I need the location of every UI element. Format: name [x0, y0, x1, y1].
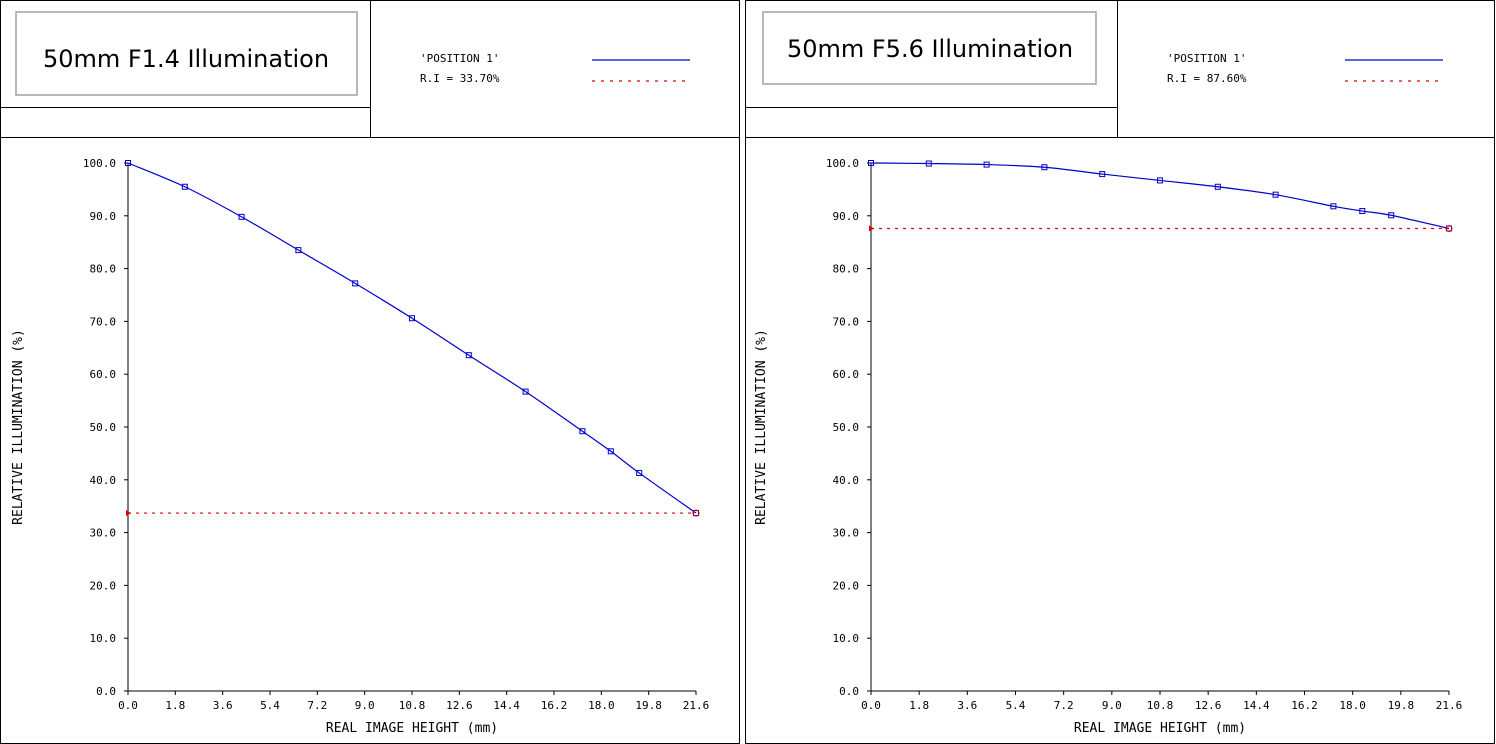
reference-end-marker [692, 509, 700, 517]
data-point [409, 315, 415, 322]
data-point [607, 448, 614, 455]
x-axis-label: REAL IMAGE HEIGHT (mm) [1074, 721, 1246, 736]
data-point [925, 160, 932, 167]
x-tick-label: 7.2 [1054, 699, 1074, 712]
y-tick-label: 20.0 [90, 579, 117, 592]
data-point [1272, 191, 1279, 198]
chart-panel-f1-4: 50mm F1.4 Illumination 'POSITION 1' R.I … [0, 0, 740, 744]
x-tick-label: 1.8 [909, 699, 929, 712]
y-tick-label: 60.0 [833, 368, 860, 381]
x-tick-label: 10.8 [1147, 699, 1174, 712]
x-tick-label: 9.0 [355, 699, 375, 712]
x-tick-label: 7.2 [307, 699, 327, 712]
y-tick-label: 60.0 [90, 368, 117, 381]
y-tick-label: 20.0 [833, 579, 860, 592]
x-axis-label: REAL IMAGE HEIGHT (mm) [326, 721, 498, 736]
series-line [870, 162, 1450, 230]
x-tick-label: 3.6 [213, 699, 233, 712]
y-tick-label: 80.0 [833, 263, 860, 276]
y-tick-label: 0.0 [96, 685, 116, 698]
x-tick-label: 5.4 [260, 699, 280, 712]
chart-title: 50mm F1.4 Illumination [43, 45, 329, 73]
data-point [295, 247, 302, 254]
data-point [868, 160, 874, 166]
title-box [762, 11, 1097, 85]
y-tick-label: 100.0 [826, 157, 859, 170]
x-tick-label: 12.6 [446, 699, 473, 712]
y-tick-label: 90.0 [90, 210, 117, 223]
plot-area: 0.0 1.8 3.6 5.4 7.2 9.0 10.8 12.6 14.4 16.2 18.0 19… [83, 157, 709, 712]
y-tick-label: 70.0 [90, 315, 117, 328]
x-tick-label: 9.0 [1102, 699, 1122, 712]
x-tick-label: 14.4 [1243, 699, 1270, 712]
plot-area: 0.0 1.8 3.6 5.4 7.2 9.0 10.8 12.6 14.4 16.2 18.0 19… [826, 157, 1462, 712]
x-tick-label: 21.6 [683, 699, 710, 712]
y-tick-label: 50.0 [833, 421, 860, 434]
data-point [522, 388, 529, 395]
y-tick-label: 40.0 [90, 474, 117, 487]
legend-series-name: 'POSITION 1' [1167, 52, 1246, 65]
x-tick-label: 0.0 [118, 699, 138, 712]
data-point [181, 183, 188, 190]
x-tick-label: 19.8 [1388, 699, 1415, 712]
x-tick-label: 5.4 [1006, 699, 1026, 712]
y-tick-label: 0.0 [839, 685, 859, 698]
y-tick-label: 40.0 [833, 474, 860, 487]
x-tick-label: 14.4 [493, 699, 520, 712]
legend-ri-text: R.I = 33.70% [420, 72, 500, 85]
y-tick-label: 50.0 [90, 421, 117, 434]
data-point [983, 161, 990, 168]
x-tick-label: 12.6 [1195, 699, 1222, 712]
reference-end-marker [1445, 224, 1453, 232]
reference-start-marker [126, 510, 131, 517]
y-tick-label: 100.0 [83, 157, 116, 170]
x-tick-label: 10.8 [399, 699, 426, 712]
data-point [465, 352, 472, 359]
y-tick-label: 90.0 [833, 210, 860, 223]
data-point [636, 469, 643, 476]
legend-series-name: 'POSITION 1' [420, 52, 499, 65]
data-point [1359, 208, 1366, 215]
y-tick-label: 10.0 [833, 632, 860, 645]
x-tick-label: 16.2 [1291, 699, 1318, 712]
y-axis-label: RELATIVE ILLUMINATION (%) [11, 329, 26, 525]
series-line [127, 162, 697, 514]
data-point [1214, 183, 1221, 190]
x-tick-label: 1.8 [165, 699, 185, 712]
data-point [1099, 171, 1106, 178]
data-point [1388, 212, 1395, 219]
data-point [125, 160, 131, 166]
x-tick-label: 16.2 [541, 699, 568, 712]
y-tick-label: 10.0 [90, 632, 117, 645]
x-tick-label: 18.0 [588, 699, 615, 712]
y-tick-label: 80.0 [90, 263, 117, 276]
title-box [15, 11, 358, 96]
x-tick-label: 18.0 [1339, 699, 1366, 712]
y-axis-label: RELATIVE ILLUMINATION (%) [754, 329, 769, 525]
y-tick-label: 30.0 [833, 527, 860, 540]
chart-title: 50mm F5.6 Illumination [787, 35, 1073, 63]
x-tick-label: 19.8 [635, 699, 662, 712]
x-tick-label: 0.0 [861, 699, 881, 712]
data-point [1157, 177, 1163, 184]
x-tick-label: 3.6 [957, 699, 977, 712]
x-tick-label: 21.6 [1436, 699, 1463, 712]
data-point [1041, 164, 1048, 171]
y-tick-label: 70.0 [833, 315, 860, 328]
data-point [238, 213, 245, 220]
chart-panel-f5-6: 50mm F5.6 Illumination 'POSITION 1' R.I … [745, 0, 1495, 744]
data-point [352, 280, 359, 287]
y-tick-label: 30.0 [90, 527, 117, 540]
reference-start-marker [869, 225, 874, 232]
legend-ri-text: R.I = 87.60% [1167, 72, 1247, 85]
data-point [579, 428, 586, 435]
data-point [1330, 203, 1337, 210]
